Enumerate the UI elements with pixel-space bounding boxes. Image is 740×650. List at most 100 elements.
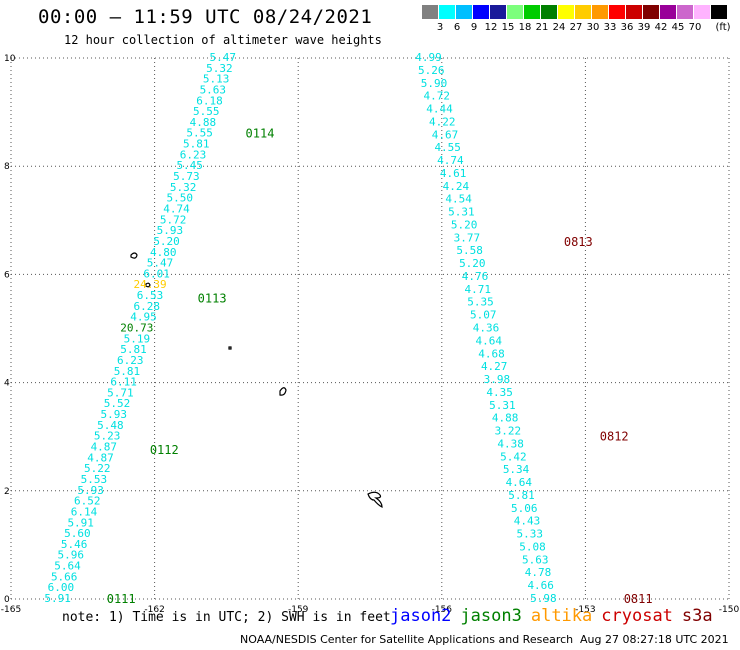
colorbar-label: 24 bbox=[552, 22, 566, 33]
colorbar-label: 21 bbox=[535, 22, 549, 33]
swh-value-label: 4.95 bbox=[130, 311, 157, 324]
swh-value-label: 5.66 bbox=[51, 570, 78, 583]
colorbar-label: 30 bbox=[586, 22, 600, 33]
colorbar-unit: (ft) bbox=[715, 22, 731, 33]
colorbar-swatch bbox=[592, 5, 608, 19]
swh-value-label: 5.63 bbox=[522, 553, 549, 566]
swh-value-label: 5.63 bbox=[200, 83, 227, 96]
swh-value-label: 5.93 bbox=[100, 408, 127, 421]
swh-value-label: 4.64 bbox=[475, 334, 502, 347]
colorbar-swatch bbox=[541, 5, 557, 19]
y-tick-label: 6 bbox=[4, 270, 10, 280]
footer-credit: NOAA/NESDIS Center for Satellite Applica… bbox=[240, 633, 574, 646]
swh-value-label: 3.77 bbox=[454, 231, 481, 244]
swh-value-label: 3.98 bbox=[484, 373, 511, 386]
swh-value-label: 5.72 bbox=[160, 213, 187, 226]
swh-value-label: 4.87 bbox=[91, 441, 118, 454]
pass-time-label: 0113 bbox=[198, 292, 227, 306]
y-tick-label: 2 bbox=[4, 487, 10, 497]
island-nihoa bbox=[145, 282, 151, 288]
pass-time-label: 0812 bbox=[600, 430, 629, 444]
swh-value-label: 5.45 bbox=[176, 159, 203, 172]
grid bbox=[10, 57, 730, 600]
time-labels: 0111 0112 0113 0114 0811 0812 0813 bbox=[107, 127, 653, 606]
x-tick-label: -159 bbox=[288, 605, 309, 615]
swh-value-label: 5.31 bbox=[448, 206, 475, 219]
swh-value-label: 6.11 bbox=[110, 376, 137, 389]
island-gardner bbox=[279, 387, 287, 396]
island-niihau bbox=[130, 252, 138, 259]
swh-value-label: 5.20 bbox=[459, 257, 486, 270]
colorbar-label: 70 bbox=[688, 22, 702, 33]
swh-value-label: 6.23 bbox=[117, 354, 144, 367]
swh-value-label: 4.78 bbox=[525, 566, 552, 579]
swh-value-label: 6.52 bbox=[74, 495, 101, 508]
swh-value-label: 4.71 bbox=[465, 283, 492, 296]
swh-value-label: 5.60 bbox=[64, 527, 91, 540]
swh-value-label: 5.81 bbox=[120, 343, 147, 356]
swh-value-label: 5.47 bbox=[147, 257, 174, 270]
swh-value-label: 4.36 bbox=[473, 322, 500, 335]
colorbar-swatch bbox=[677, 5, 693, 19]
swh-value-label: 5.73 bbox=[173, 170, 200, 183]
swh-value-label: 5.50 bbox=[167, 192, 194, 205]
swh-value-label: 5.22 bbox=[84, 462, 111, 475]
swh-value-label: 4.68 bbox=[478, 347, 505, 360]
legend-altika: altika bbox=[530, 606, 593, 626]
swh-value-label: 5.55 bbox=[186, 127, 213, 140]
colorbar-swatch bbox=[490, 5, 506, 19]
swh-value-label: 4.54 bbox=[445, 193, 472, 206]
swh-value-label: 5.81 bbox=[114, 365, 141, 378]
legend-s3a: s3a bbox=[681, 606, 713, 626]
swh-value-label: 4.24 bbox=[443, 180, 470, 193]
swh-value-label: 5.64 bbox=[54, 560, 81, 573]
colorbar-swatch bbox=[626, 5, 642, 19]
swh-value-label: 5.81 bbox=[508, 489, 535, 502]
swh-value-label: 4.38 bbox=[497, 437, 524, 450]
island-dot bbox=[228, 346, 232, 350]
footer-timestamp: Aug 27 08:27:18 UTC 2021 bbox=[580, 633, 729, 646]
colorbar-swatch bbox=[422, 5, 438, 19]
swh-value-label: 5.33 bbox=[517, 528, 544, 541]
swh-value-label: 5.19 bbox=[124, 332, 151, 345]
chart-title: 00:00 – 11:59 UTC 08/24/2021 bbox=[38, 6, 373, 28]
swh-value-label: 6.00 bbox=[48, 581, 75, 594]
swh-value-label: 5.98 bbox=[530, 592, 557, 605]
swh-value-label: 5.32 bbox=[170, 181, 197, 194]
colorbar-label: 15 bbox=[501, 22, 515, 33]
swh-value-label: 4.76 bbox=[462, 270, 489, 283]
swh-value-label: 5.71 bbox=[107, 386, 134, 399]
swh-value-label: 4.72 bbox=[424, 90, 451, 103]
swh-value-label: 24.39 bbox=[133, 278, 166, 291]
colorbar-label: 6 bbox=[453, 22, 461, 33]
swh-value-label: 5.55 bbox=[193, 105, 220, 118]
swh-value-label: 4.22 bbox=[429, 115, 456, 128]
swh-value-label: 4.44 bbox=[426, 103, 453, 116]
swh-value-label: 6.23 bbox=[180, 148, 207, 161]
swh-value-label: 5.42 bbox=[500, 450, 527, 463]
legend-cryosat: cryosat bbox=[601, 606, 673, 626]
chart-subtitle: 12 hour collection of altimeter wave hei… bbox=[64, 33, 382, 47]
pass-time-label: 0811 bbox=[624, 592, 653, 606]
colorbar-label: 42 bbox=[654, 22, 668, 33]
swh-value-label: 4.80 bbox=[150, 246, 177, 259]
swh-value-label: 5.81 bbox=[183, 138, 210, 151]
colorbar-swatch bbox=[507, 5, 523, 19]
pass-time-label: 0114 bbox=[246, 127, 275, 141]
colorbar-label: 3 bbox=[436, 22, 444, 33]
x-tick-label: -156 bbox=[432, 605, 453, 615]
swh-value-label: 4.88 bbox=[492, 412, 519, 425]
swh-value-label: 6.53 bbox=[137, 289, 164, 302]
colorbar-swatch bbox=[456, 5, 472, 19]
swh-value-label: 4.55 bbox=[434, 141, 461, 154]
swh-value-label: 4.61 bbox=[440, 167, 467, 180]
swh-value-label: 4.99 bbox=[415, 51, 442, 64]
swh-value-label: 5.96 bbox=[58, 549, 85, 562]
swh-value-label: 5.23 bbox=[94, 430, 121, 443]
y-tick-label: 8 bbox=[4, 162, 10, 172]
swh-value-label: 4.66 bbox=[527, 579, 554, 592]
wave-height-values: 5.916.005.665.645.965.465.605.916.146.52… bbox=[44, 51, 556, 605]
swh-value-label: 5.34 bbox=[503, 463, 530, 476]
colorbar-swatch bbox=[643, 5, 659, 19]
swh-value-label: 5.32 bbox=[206, 62, 233, 75]
